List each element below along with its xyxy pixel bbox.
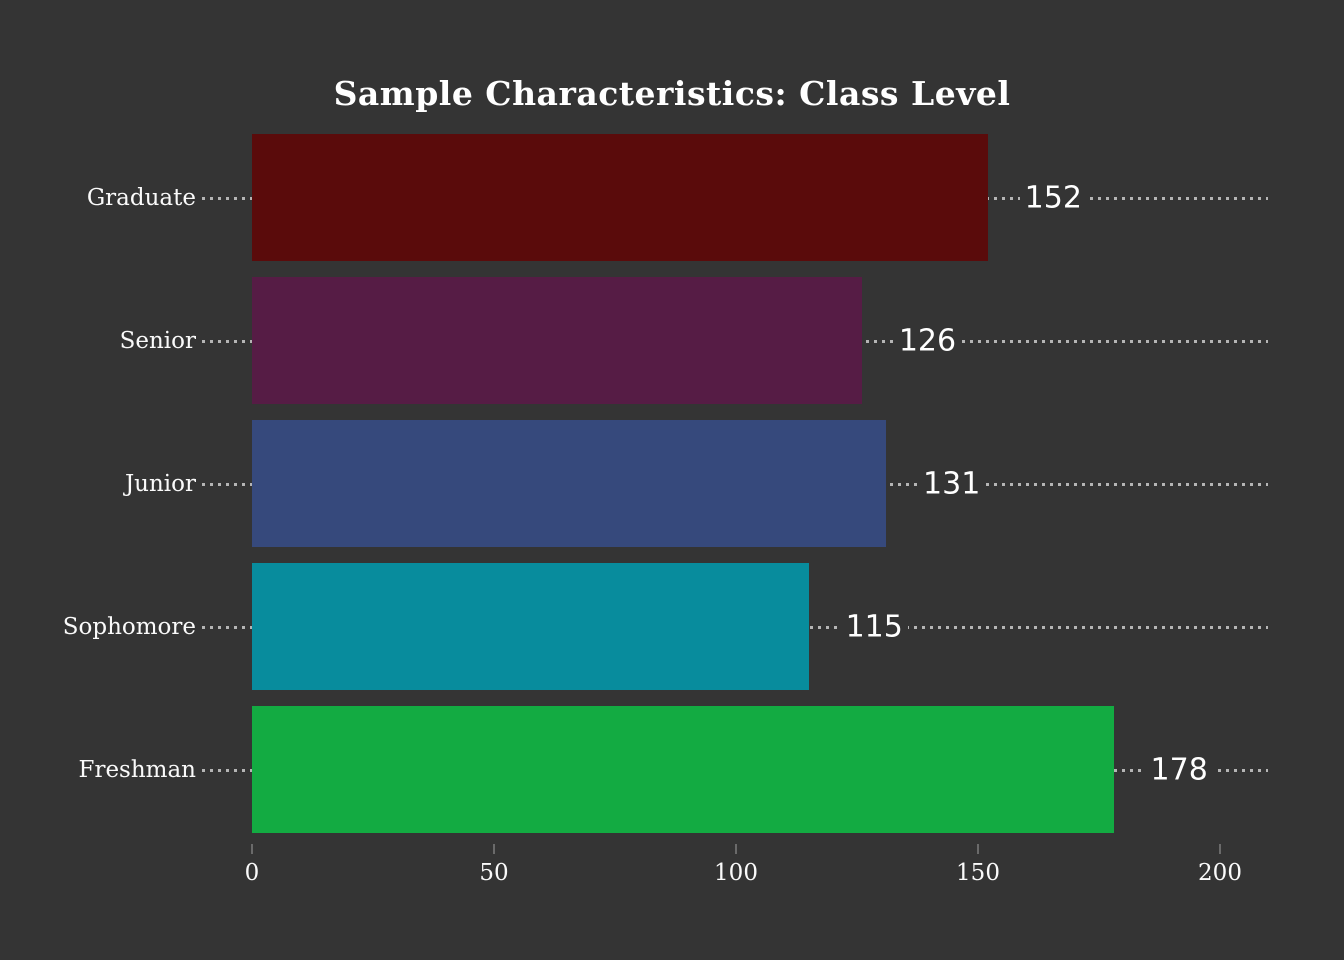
value-label: 152: [1019, 180, 1087, 215]
category-label: Senior: [119, 327, 196, 354]
bar: [252, 706, 1114, 833]
category-label: Sophomore: [62, 613, 196, 640]
x-tick-label: 0: [244, 860, 260, 886]
category-label: Junior: [124, 470, 196, 497]
x-tick-mark: [251, 844, 253, 854]
value-label: 131: [918, 466, 986, 501]
x-tick-label: 50: [479, 860, 509, 886]
bar: [252, 277, 862, 404]
x-tick-mark: [1219, 844, 1221, 854]
bar: [252, 420, 887, 547]
value-label: 178: [1145, 752, 1213, 787]
x-tick-mark: [493, 844, 495, 854]
value-label: 126: [893, 323, 962, 358]
x-tick-label: 100: [714, 860, 758, 886]
chart-title: Sample Characteristics: Class Level: [333, 74, 1011, 113]
bar-row: Junior 131: [0, 420, 1344, 547]
value-label: 115: [840, 609, 908, 644]
bar-row: Freshman 178: [0, 706, 1344, 833]
x-tick-mark: [977, 844, 979, 854]
category-label: Freshman: [78, 756, 196, 783]
category-label: Graduate: [86, 184, 196, 211]
bar: [252, 563, 809, 690]
bar-row: Sophomore 115: [0, 563, 1344, 690]
x-tick-label: 150: [956, 860, 1000, 886]
bar: [252, 134, 988, 261]
bar-row: Senior 126: [0, 277, 1344, 404]
bar-row: Graduate 152: [0, 134, 1344, 261]
x-tick-mark: [735, 844, 737, 854]
x-tick-label: 200: [1198, 860, 1242, 886]
